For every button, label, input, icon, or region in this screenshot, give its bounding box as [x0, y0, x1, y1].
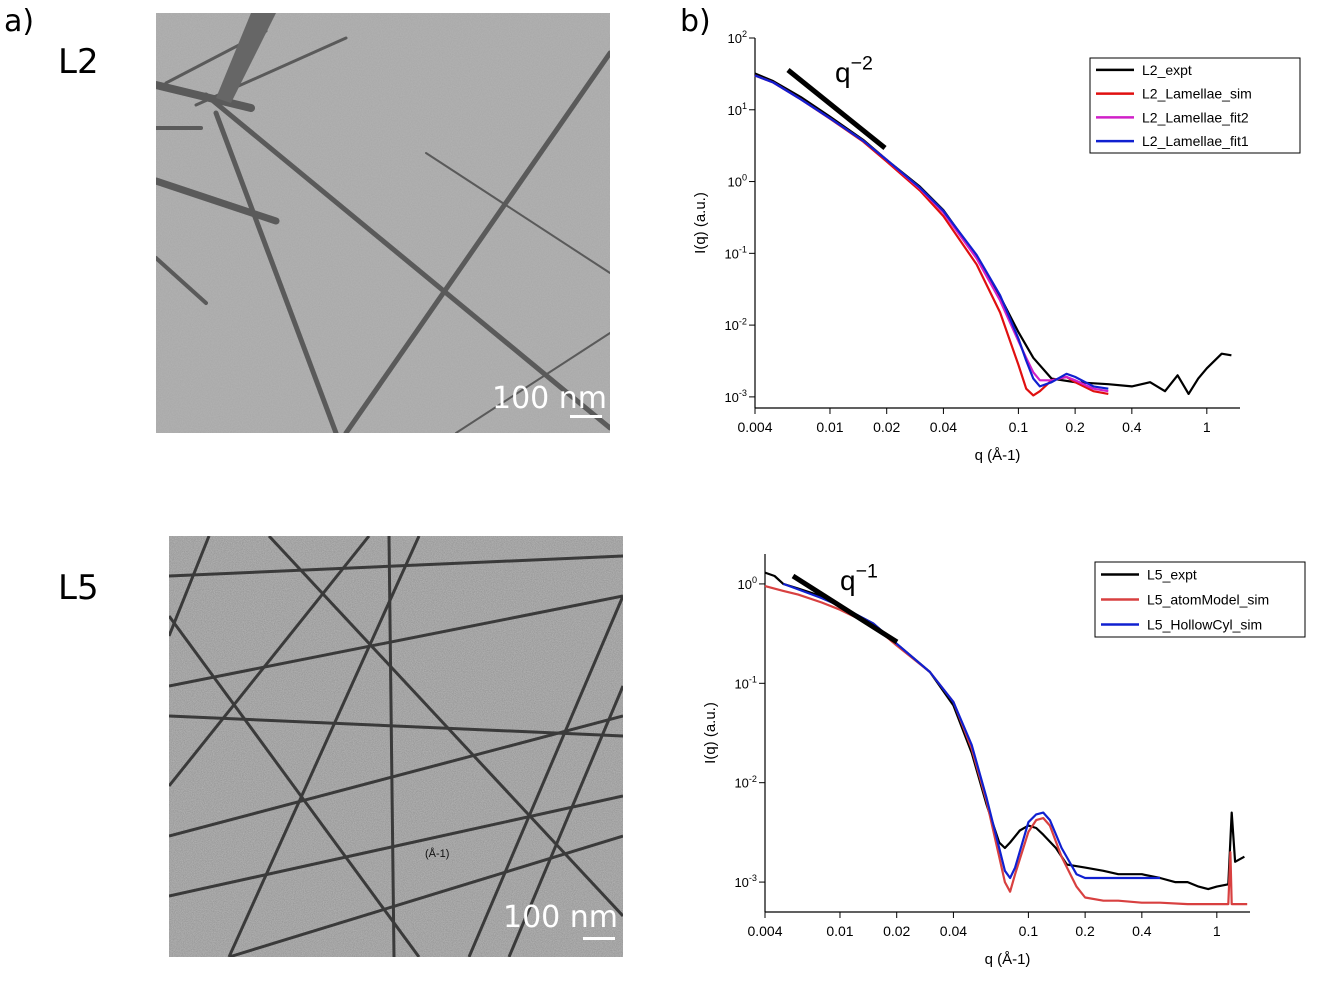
legend-label: L2_expt — [1142, 62, 1192, 78]
x-tick-label: 0.4 — [1132, 923, 1152, 939]
legend-label: L2_Lamellae_fit1 — [1142, 133, 1249, 149]
x-tick-label: 0.01 — [826, 923, 853, 939]
x-tick-label: 0.1 — [1019, 923, 1039, 939]
y-tick-label: 10-3 — [734, 873, 757, 890]
x-tick-label: 0.04 — [940, 923, 967, 939]
slope-guide-line — [791, 573, 899, 645]
x-tick-label: 0.01 — [816, 419, 843, 435]
overlay-text-l5: (Å-1) — [425, 848, 450, 860]
legend-label: L2_Lamellae_sim — [1142, 86, 1252, 102]
micrograph-l5-image — [169, 536, 623, 957]
chart-l5-svg: 0.004 0.01 0.02 0.04 0.1 0.2 0.4 1 10-3 10-2 10-1 1… — [702, 554, 1306, 968]
y-tick-label: 10-1 — [734, 674, 757, 691]
y-tick-label: 102 — [727, 29, 747, 46]
y-tick-label: 101 — [727, 101, 747, 118]
y-axis-label: I(q) (a.u.) — [692, 192, 709, 254]
scale-label-l5: 100 nm — [503, 900, 619, 935]
panel-b-label: b) — [680, 4, 711, 39]
chart-l2-svg: 0.004 0.01 0.02 0.04 0.1 0.2 0.4 1 10-3 10-2 10-1 1… — [692, 29, 1301, 464]
x-tick-label: 0.004 — [747, 923, 782, 939]
y-tick-label: 10-3 — [724, 388, 747, 405]
micrograph-l2: 100 nm — [156, 13, 610, 433]
x-tick-label: 0.02 — [873, 419, 900, 435]
y-tick-label: 10-2 — [734, 774, 757, 791]
scale-bar-l2 — [570, 415, 602, 418]
y-axis-label: I(q) (a.u.) — [702, 702, 719, 764]
sample-label-l5: L5 — [58, 568, 99, 608]
panel-a-label: a) — [4, 4, 35, 39]
slope-annotation: q−2 — [835, 52, 873, 88]
x-tick-label: 0.1 — [1009, 419, 1029, 435]
legend-box — [1089, 57, 1301, 154]
series-line-L2_Lamellae_fit1 — [754, 74, 1109, 390]
x-axis-label: q (Å-1) — [985, 951, 1031, 968]
slope-annotation: q−1 — [840, 560, 878, 596]
x-tick-label: 0.04 — [930, 419, 957, 435]
micrograph-l5: (Å-1) 100 nm — [169, 536, 623, 957]
x-tick-label: 0.02 — [883, 923, 910, 939]
x-tick-label: 0.4 — [1122, 419, 1142, 435]
x-tick-label: 0.2 — [1075, 923, 1095, 939]
x-tick-label: 1 — [1203, 419, 1211, 435]
sample-label-l2: L2 — [58, 42, 99, 82]
legend-label: L5_HollowCyl_sim — [1147, 617, 1262, 633]
x-tick-label: 0.004 — [737, 419, 772, 435]
legend-label: L5_expt — [1147, 567, 1197, 583]
legend-label: L5_atomModel_sim — [1147, 592, 1269, 608]
scale-bar-l5 — [583, 937, 615, 940]
series-line-L2_Lamellae_sim — [754, 74, 1109, 397]
slope-guide-line — [786, 68, 887, 150]
y-tick-label: 100 — [737, 575, 757, 592]
series-line-L5_HollowCyl_sim — [782, 582, 1161, 880]
scale-label-l2: 100 nm — [492, 381, 608, 416]
x-tick-label: 0.2 — [1065, 419, 1085, 435]
legend-label: L2_Lamellae_fit2 — [1142, 109, 1249, 125]
y-tick-label: 10-2 — [724, 316, 747, 333]
micrograph-l2-image — [156, 13, 610, 433]
y-tick-label: 100 — [727, 173, 747, 190]
chart-l2: 0.004 0.01 0.02 0.04 0.1 0.2 0.4 1 10-3 10-2 10-1 1… — [690, 20, 1330, 490]
y-tick-label: 10-1 — [724, 244, 747, 261]
x-tick-label: 1 — [1213, 923, 1221, 939]
x-axis-label: q (Å-1) — [975, 447, 1021, 464]
chart-l5: 0.004 0.01 0.02 0.04 0.1 0.2 0.4 1 10-3 10-2 10-1 1… — [690, 540, 1330, 1002]
series-line-L2_Lamellae_fit2 — [754, 74, 1109, 393]
